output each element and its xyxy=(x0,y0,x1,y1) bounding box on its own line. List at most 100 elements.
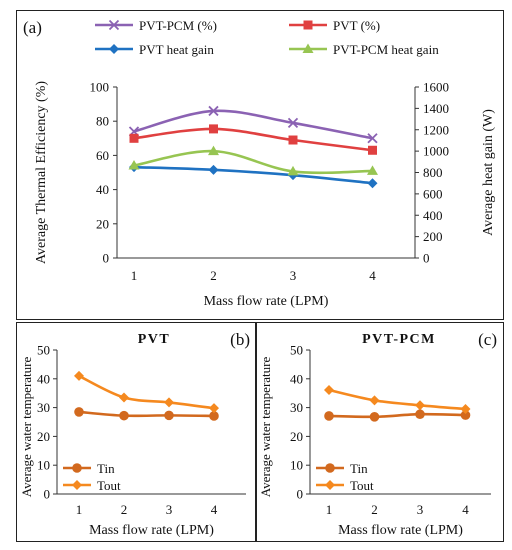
data-point xyxy=(129,133,139,143)
data-point xyxy=(208,145,219,156)
legend-item: Tout xyxy=(316,478,374,493)
panel-label-a: (a) xyxy=(23,18,42,37)
series-line xyxy=(133,149,373,175)
series-tin xyxy=(324,409,471,422)
series-pvt-pcm xyxy=(128,105,378,144)
x-tick-label: 2 xyxy=(121,502,128,517)
y-left-tick-label: 20 xyxy=(96,216,109,231)
data-point xyxy=(324,385,334,396)
legend-item: Tin xyxy=(63,461,115,476)
panel-b: PVT (b) 0 10 20 30 40 50 1 2 3 4 Mass flow rate (LPM… xyxy=(16,322,256,542)
y-tick-label: 40 xyxy=(290,371,303,386)
panel-label: (c) xyxy=(478,330,497,349)
y-left-tick-label: 100 xyxy=(90,80,110,95)
panel-c: PVT-PCM (c) 0 10 20 30 40 50 1 2 3 4 Mass flow rate … xyxy=(256,322,504,542)
series-line xyxy=(78,410,215,418)
legend-marker xyxy=(303,20,313,30)
x-tick-label: 4 xyxy=(369,268,376,283)
legend-label: PVT heat gain xyxy=(139,42,214,57)
x-tick-label: 1 xyxy=(76,502,83,517)
panel-title: PVT xyxy=(138,332,171,347)
data-point xyxy=(415,400,425,411)
series-pvt-pcm-heat-gain xyxy=(128,145,378,176)
series-pvt-heat-gain xyxy=(129,162,378,189)
series-line xyxy=(78,374,215,410)
data-point xyxy=(119,410,129,421)
series-line xyxy=(133,127,373,152)
data-point xyxy=(119,392,129,403)
legend-marker xyxy=(72,463,82,473)
data-point xyxy=(367,133,378,144)
legend-label: Tout xyxy=(97,478,121,493)
data-point xyxy=(209,411,219,421)
data-point xyxy=(415,409,425,420)
y-left-tick-label: 80 xyxy=(96,114,109,129)
panel-label: (b) xyxy=(230,330,250,349)
y-right-tick-label: 600 xyxy=(423,186,443,201)
legend-marker xyxy=(302,43,314,53)
y-right-tick-label: 800 xyxy=(423,165,443,180)
panel-title: PVT-PCM xyxy=(362,332,436,347)
data-point xyxy=(164,397,174,408)
y-tick-label: 0 xyxy=(297,487,304,502)
y-tick-label: 0 xyxy=(44,487,51,502)
y-right-tick-label: 1400 xyxy=(423,101,449,116)
legend-item: PVT-PCM heat gain xyxy=(289,42,439,57)
data-point xyxy=(288,135,298,145)
series-line xyxy=(328,412,466,419)
chart-b: PVT (b) 0 10 20 30 40 50 1 2 3 4 Mass flow rate (LPM… xyxy=(19,330,250,538)
data-point xyxy=(287,165,299,176)
x-tick-label: 3 xyxy=(417,502,424,517)
x-tick-label: 4 xyxy=(462,502,469,517)
y-right-tick-label: 200 xyxy=(423,229,443,244)
legend-label: Tout xyxy=(350,478,374,493)
data-point xyxy=(460,410,471,420)
y-right-tick-label: 1000 xyxy=(423,144,449,159)
y-tick-label: 10 xyxy=(290,458,303,473)
y-tick-label: 20 xyxy=(37,429,50,444)
y-tick-label: 20 xyxy=(290,429,303,444)
x-axis-title: Mass flow rate (LPM) xyxy=(338,523,463,538)
legend-item: PVT heat gain xyxy=(95,42,214,57)
y-axis-title: Average water temperature xyxy=(19,357,34,498)
legend-item: Tin xyxy=(316,461,368,476)
y-axis-title-left: Average Thermal Efficiency (%) xyxy=(34,81,49,264)
data-point xyxy=(324,411,334,421)
data-point xyxy=(369,395,380,406)
y-left-tick-label: 40 xyxy=(96,182,109,197)
legend-label: PVT-PCM heat gain xyxy=(333,42,439,57)
data-point xyxy=(368,145,377,155)
y-tick-label: 50 xyxy=(290,343,303,358)
x-tick-label: 3 xyxy=(290,268,297,283)
data-point xyxy=(367,165,378,175)
data-point xyxy=(164,410,174,421)
y-right-tick-label: 1200 xyxy=(423,122,449,137)
x-axis-title: Mass flow rate (LPM) xyxy=(89,523,214,538)
y-tick-label: 30 xyxy=(290,400,303,415)
legend-label: PVT-PCM (%) xyxy=(139,18,217,33)
legend-label: PVT (%) xyxy=(333,18,380,33)
series-line xyxy=(328,388,466,411)
data-point xyxy=(460,404,471,415)
y-right-tick-label: 400 xyxy=(423,208,443,223)
chart-c: PVT-PCM (c) 0 10 20 30 40 50 1 2 3 4 Mass flow rate … xyxy=(258,330,497,538)
y-tick-label: 10 xyxy=(37,458,50,473)
x-tick-label: 3 xyxy=(166,502,173,517)
data-point xyxy=(208,164,219,175)
legend-label: Tin xyxy=(350,461,368,476)
legend-marker xyxy=(108,19,120,31)
data-point xyxy=(209,124,218,134)
y-left-tick-label: 60 xyxy=(96,148,109,163)
data-point xyxy=(208,105,219,117)
series-line xyxy=(133,165,373,185)
legend-item: Tout xyxy=(63,478,121,493)
legend-item: PVT-PCM (%) xyxy=(95,18,217,33)
legend-marker xyxy=(72,480,82,490)
y-right-tick-label: 1600 xyxy=(423,80,449,95)
legend-label: Tin xyxy=(97,461,115,476)
x-tick-label: 2 xyxy=(210,268,217,283)
series-tin xyxy=(74,407,219,421)
data-point xyxy=(287,117,299,129)
series-line xyxy=(133,109,373,140)
legend-marker xyxy=(325,463,335,473)
